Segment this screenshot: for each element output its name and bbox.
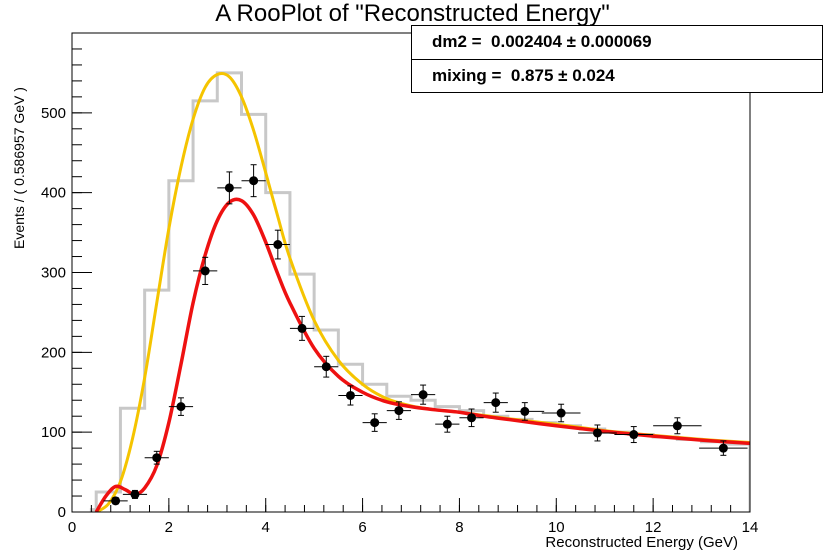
stat-mixing: mixing = 0.875 ± 0.024 bbox=[432, 66, 615, 85]
data-point-marker bbox=[176, 402, 186, 412]
data-point bbox=[614, 426, 654, 444]
data-point bbox=[699, 440, 748, 456]
data-point bbox=[338, 385, 363, 406]
data-point-marker bbox=[556, 408, 566, 418]
data-point bbox=[541, 403, 581, 423]
y-tick-label: 300 bbox=[41, 265, 66, 282]
x-tick-label: 10 bbox=[548, 519, 565, 536]
x-tick-label: 0 bbox=[68, 519, 76, 536]
x-tick-label: 14 bbox=[742, 519, 759, 536]
y-tick-label: 500 bbox=[41, 105, 66, 122]
x-tick-label: 8 bbox=[455, 519, 463, 536]
data-point bbox=[483, 392, 508, 413]
plot-area bbox=[71, 32, 751, 513]
data-point bbox=[362, 413, 387, 432]
plot-frame bbox=[71, 32, 751, 513]
data-point-marker bbox=[520, 406, 530, 416]
y-axis: 0 100 200 300 400 500 bbox=[41, 32, 92, 521]
stats-divider bbox=[412, 59, 822, 60]
data-point bbox=[505, 402, 545, 421]
data-point-marker bbox=[418, 390, 428, 400]
data-point bbox=[122, 489, 148, 499]
x-tick-label: 4 bbox=[262, 519, 270, 536]
data-point-marker bbox=[718, 443, 728, 453]
stats-box: dm2 = 0.002404 ± 0.000069 mixing = 0.875… bbox=[411, 25, 823, 93]
data-point-marker bbox=[273, 240, 283, 250]
curve-red bbox=[94, 197, 750, 512]
chart-title: A RooPlot of "Reconstructed Energy" bbox=[215, 0, 610, 27]
data-point bbox=[241, 164, 266, 198]
data-point bbox=[459, 408, 484, 428]
x-tick-label: 6 bbox=[358, 519, 366, 536]
x-axis-label: Reconstructed Energy (GeV) bbox=[545, 534, 738, 551]
data-point-marker bbox=[467, 413, 477, 423]
stat-dm2: dm2 = 0.002404 ± 0.000069 bbox=[432, 32, 652, 51]
y-tick-label: 200 bbox=[41, 344, 66, 361]
data-point-marker bbox=[442, 419, 452, 429]
data-point-marker bbox=[200, 266, 210, 276]
y-axis-label: Events / ( 0.586957 GeV ) bbox=[11, 87, 27, 249]
data-point-marker bbox=[111, 496, 121, 506]
data-point bbox=[435, 415, 460, 433]
data-point bbox=[103, 496, 128, 506]
data-point-marker bbox=[394, 406, 404, 416]
y-tick-label: 100 bbox=[41, 424, 66, 441]
data-point bbox=[386, 401, 411, 420]
data-point-marker bbox=[152, 453, 162, 463]
data-point-marker bbox=[321, 362, 331, 372]
data-point bbox=[193, 256, 218, 285]
y-tick-label: 400 bbox=[41, 185, 66, 202]
data-point bbox=[653, 417, 702, 435]
data-point-marker bbox=[629, 430, 639, 440]
data-point bbox=[578, 424, 617, 442]
data-point-marker bbox=[491, 398, 501, 408]
data-point bbox=[411, 384, 436, 405]
y-tick-label: 0 bbox=[58, 504, 66, 521]
data-point-marker bbox=[249, 176, 259, 186]
data-point-marker bbox=[224, 183, 234, 193]
data-point-marker bbox=[592, 428, 602, 438]
x-tick-label: 12 bbox=[645, 519, 662, 536]
data-point-marker bbox=[672, 421, 682, 431]
x-axis: 0 2 4 6 8 10 12 14 bbox=[68, 498, 759, 536]
data-point bbox=[314, 355, 339, 378]
histogram-outline bbox=[89, 71, 750, 512]
data-point-marker bbox=[297, 323, 307, 333]
data-point-marker bbox=[370, 418, 380, 428]
data-point-marker bbox=[345, 390, 355, 400]
x-tick-label: 2 bbox=[165, 519, 173, 536]
data-point-marker bbox=[130, 489, 140, 499]
data-point bbox=[289, 315, 315, 341]
data-point bbox=[265, 229, 290, 260]
data-point bbox=[144, 450, 169, 465]
data-point bbox=[217, 171, 242, 205]
data-point bbox=[168, 397, 194, 416]
